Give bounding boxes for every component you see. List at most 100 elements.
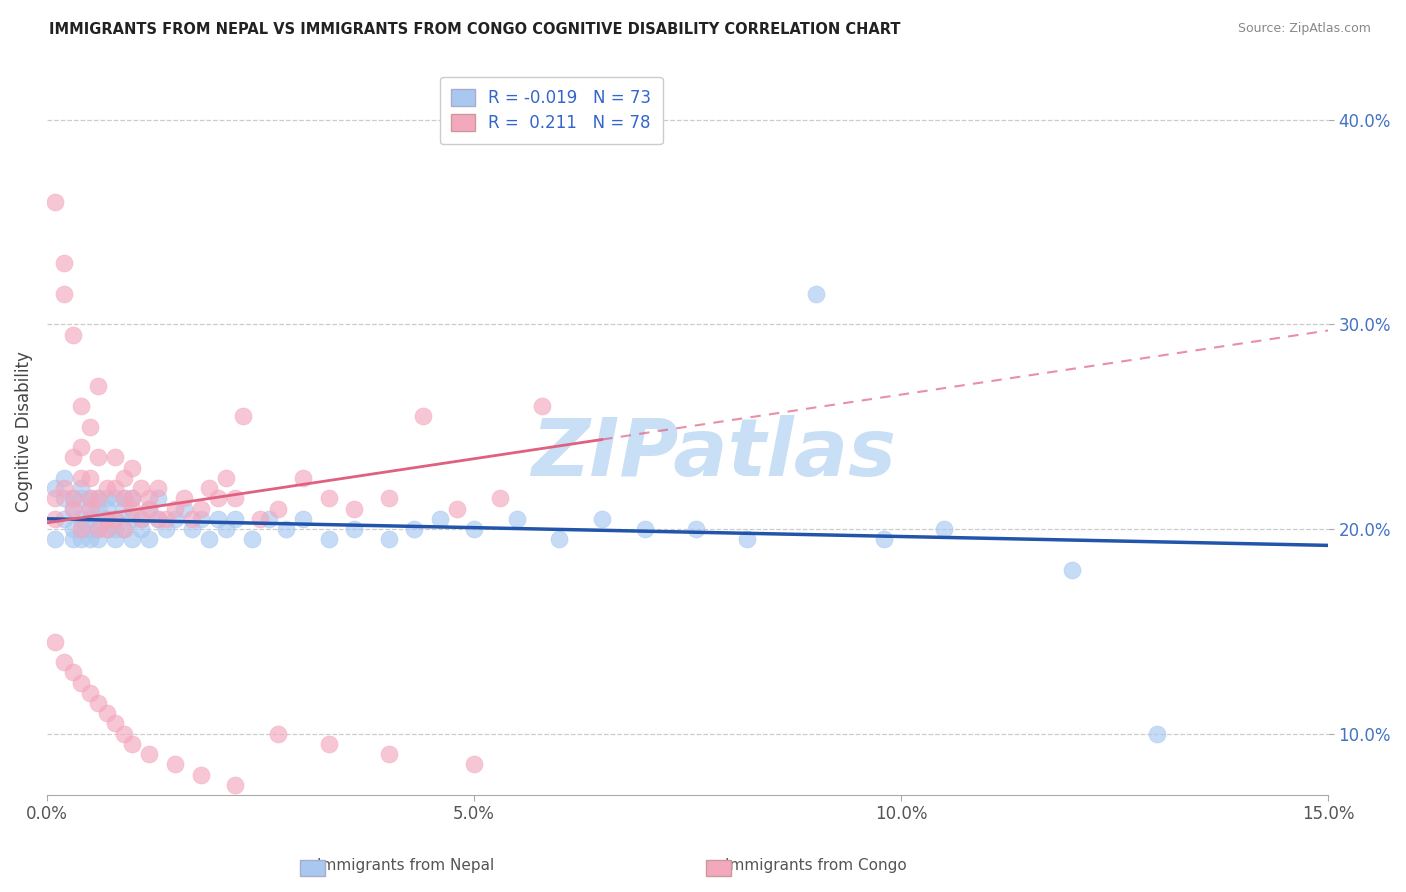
- Point: [62, 491, 84, 506]
- Point: [87, 491, 110, 506]
- Point: [257, 512, 280, 526]
- Point: [292, 512, 315, 526]
- Point: [129, 512, 152, 526]
- Point: [190, 501, 212, 516]
- Point: [62, 327, 84, 342]
- Point: [224, 491, 246, 506]
- Point: [146, 491, 169, 506]
- Point: [87, 491, 110, 506]
- Point: [96, 512, 118, 526]
- Point: [112, 522, 135, 536]
- Point: [138, 491, 160, 506]
- Point: [79, 522, 101, 536]
- Point: [198, 481, 221, 495]
- Point: [70, 399, 93, 413]
- Point: [685, 522, 707, 536]
- Point: [96, 522, 118, 536]
- Point: [146, 512, 169, 526]
- Point: [318, 737, 340, 751]
- Point: [70, 522, 93, 536]
- Point: [112, 491, 135, 506]
- Point: [155, 522, 177, 536]
- Point: [62, 501, 84, 516]
- Point: [377, 533, 399, 547]
- Point: [62, 501, 84, 516]
- Point: [121, 491, 143, 506]
- Point: [104, 716, 127, 731]
- Point: [121, 460, 143, 475]
- Point: [224, 512, 246, 526]
- Point: [52, 481, 75, 495]
- Point: [488, 491, 510, 506]
- Point: [62, 450, 84, 465]
- Text: IMMIGRANTS FROM NEPAL VS IMMIGRANTS FROM CONGO COGNITIVE DISABILITY CORRELATION : IMMIGRANTS FROM NEPAL VS IMMIGRANTS FROM…: [49, 22, 901, 37]
- Point: [224, 778, 246, 792]
- Point: [44, 533, 66, 547]
- Point: [79, 501, 101, 516]
- Text: Immigrants from Congo: Immigrants from Congo: [724, 858, 907, 872]
- Point: [96, 491, 118, 506]
- Point: [104, 491, 127, 506]
- Point: [70, 533, 93, 547]
- Point: [190, 767, 212, 781]
- Point: [804, 286, 827, 301]
- Point: [44, 481, 66, 495]
- Point: [1060, 563, 1083, 577]
- Point: [634, 522, 657, 536]
- Point: [52, 512, 75, 526]
- Point: [146, 481, 169, 495]
- Point: [104, 450, 127, 465]
- Point: [70, 481, 93, 495]
- Point: [215, 471, 238, 485]
- Point: [79, 491, 101, 506]
- Point: [266, 501, 288, 516]
- Point: [52, 286, 75, 301]
- Y-axis label: Cognitive Disability: Cognitive Disability: [15, 351, 32, 512]
- Point: [87, 450, 110, 465]
- Point: [146, 512, 169, 526]
- Point: [87, 378, 110, 392]
- Point: [173, 501, 195, 516]
- Point: [87, 522, 110, 536]
- Point: [429, 512, 451, 526]
- Point: [79, 471, 101, 485]
- Point: [96, 512, 118, 526]
- Point: [155, 512, 177, 526]
- Point: [44, 491, 66, 506]
- Point: [343, 501, 366, 516]
- Text: Immigrants from Nepal: Immigrants from Nepal: [316, 858, 495, 872]
- Point: [112, 501, 135, 516]
- Point: [173, 491, 195, 506]
- Point: [44, 194, 66, 209]
- Legend: R = -0.019   N = 73, R =  0.211   N = 78: R = -0.019 N = 73, R = 0.211 N = 78: [440, 77, 662, 144]
- Point: [79, 491, 101, 506]
- Point: [70, 471, 93, 485]
- Point: [62, 522, 84, 536]
- Point: [96, 706, 118, 721]
- Point: [207, 512, 229, 526]
- Point: [163, 757, 186, 772]
- Point: [377, 491, 399, 506]
- Point: [52, 256, 75, 270]
- Point: [44, 512, 66, 526]
- Point: [181, 512, 204, 526]
- Point: [79, 419, 101, 434]
- Point: [70, 491, 93, 506]
- Point: [292, 471, 315, 485]
- Point: [249, 512, 271, 526]
- Point: [163, 501, 186, 516]
- Point: [463, 522, 485, 536]
- Point: [412, 409, 434, 424]
- Point: [129, 512, 152, 526]
- Point: [343, 522, 366, 536]
- Point: [274, 522, 297, 536]
- Point: [138, 501, 160, 516]
- Point: [215, 522, 238, 536]
- Point: [104, 522, 127, 536]
- Point: [112, 491, 135, 506]
- Point: [266, 726, 288, 740]
- Point: [531, 399, 554, 413]
- Point: [129, 481, 152, 495]
- Point: [70, 512, 93, 526]
- Point: [104, 512, 127, 526]
